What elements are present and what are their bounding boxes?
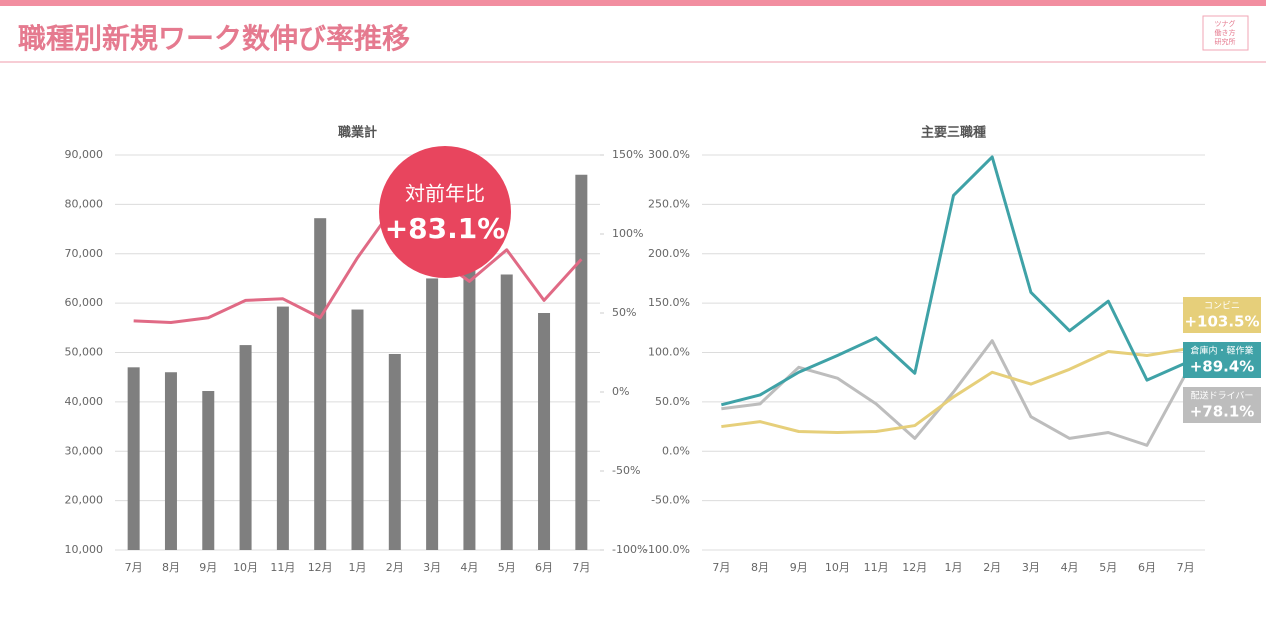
annotation-bubble [379,146,511,278]
x-tick-label: 9月 [199,561,217,574]
line [721,347,1186,434]
bar [538,313,551,550]
x-tick-label: 6月 [535,561,553,574]
y2-tick-label: 0% [612,385,629,398]
end-label-box [1183,387,1261,423]
x-tick-label: 5月 [1099,561,1117,574]
x-tick-label: 1月 [945,561,963,574]
end-label-box [1183,342,1261,378]
bar [426,278,439,550]
y-tick-label: 300.0% [648,148,690,161]
chart-title: 主要三職種 [921,125,986,141]
bar [239,345,252,550]
logo-text: ツナグ [1215,19,1236,28]
y-tick-label: 90,000 [65,148,104,161]
x-tick-label: 2月 [983,561,1001,574]
annotation-title: 対前年比 [405,182,485,206]
x-tick-label: 12月 [902,561,927,574]
x-tick-label: 10月 [825,561,850,574]
logo-text: 働き方 [1215,28,1236,37]
y-tick-label: 0.0% [662,444,690,457]
y-tick-label: -50.0% [651,494,690,507]
bar [351,309,364,550]
bar [314,218,327,550]
x-tick-label: 3月 [423,561,441,574]
y2-tick-label: -100% [612,543,647,556]
bar [575,174,588,550]
chart-title: 職業計 [338,125,377,141]
bar [164,372,177,550]
x-tick-label: 11月 [270,561,295,574]
x-tick-label: 7月 [712,561,730,574]
x-tick-label: 8月 [751,561,769,574]
y-tick-label: 200.0% [648,247,690,260]
x-tick-label: 4月 [1061,561,1079,574]
header-rule [0,61,1266,63]
annotation-value: +83.1% [385,212,506,245]
x-tick-label: 11月 [864,561,889,574]
y-tick-label: 50.0% [655,395,690,408]
top-bar [0,0,1266,6]
legend-label: 配送ドライバー [1191,390,1254,402]
bar [463,268,476,550]
slide-title: 職種別新規ワーク数伸び率推移 [18,22,410,55]
y-tick-label: 20,000 [65,494,104,507]
y-tick-label: 10,000 [65,543,104,556]
x-tick-label: 7月 [1177,561,1195,574]
y-tick-label: 40,000 [65,395,104,408]
bar [500,274,513,550]
y-tick-label: -100.0% [644,543,690,556]
bar [127,367,140,550]
bar [276,306,289,550]
bar [388,353,401,550]
x-tick-label: 6月 [1138,561,1156,574]
logo-text: 研究所 [1215,37,1236,46]
x-tick-label: 8月 [162,561,180,574]
bar [202,391,215,550]
x-tick-label: 3月 [1022,561,1040,574]
end-value-label: +89.4% [1190,358,1255,376]
x-tick-label: 4月 [460,561,478,574]
y-tick-label: 50,000 [65,346,104,359]
y2-tick-label: 50% [612,306,636,319]
legend-label: コンビニ [1204,301,1240,312]
y-tick-label: 60,000 [65,296,104,309]
end-value-label: +78.1% [1190,403,1255,421]
x-tick-label: 2月 [386,561,404,574]
x-tick-label: 12月 [308,561,333,574]
end-value-label: +103.5% [1184,313,1259,331]
y-tick-label: 70,000 [65,247,104,260]
logo-box [1202,15,1249,51]
y-tick-label: 150.0% [648,296,690,309]
end-label-box [1183,297,1261,333]
line [721,339,1187,447]
y-tick-label: 80,000 [65,197,104,210]
x-tick-label: 1月 [349,561,367,574]
y2-tick-label: 100% [612,227,643,240]
x-tick-label: 7月 [572,561,590,574]
legend-label: 倉庫内・軽作業 [1190,345,1253,357]
x-tick-label: 10月 [233,561,258,574]
x-tick-label: 5月 [498,561,516,574]
y-tick-label: 30,000 [65,444,104,457]
y2-tick-label: 150% [612,148,643,161]
line [720,155,1187,407]
y-tick-label: 250.0% [648,197,690,210]
y2-tick-label: -50% [612,464,640,477]
y-tick-label: 100.0% [648,346,690,359]
x-tick-label: 9月 [790,561,808,574]
line [133,204,583,324]
x-tick-label: 7月 [125,561,143,574]
